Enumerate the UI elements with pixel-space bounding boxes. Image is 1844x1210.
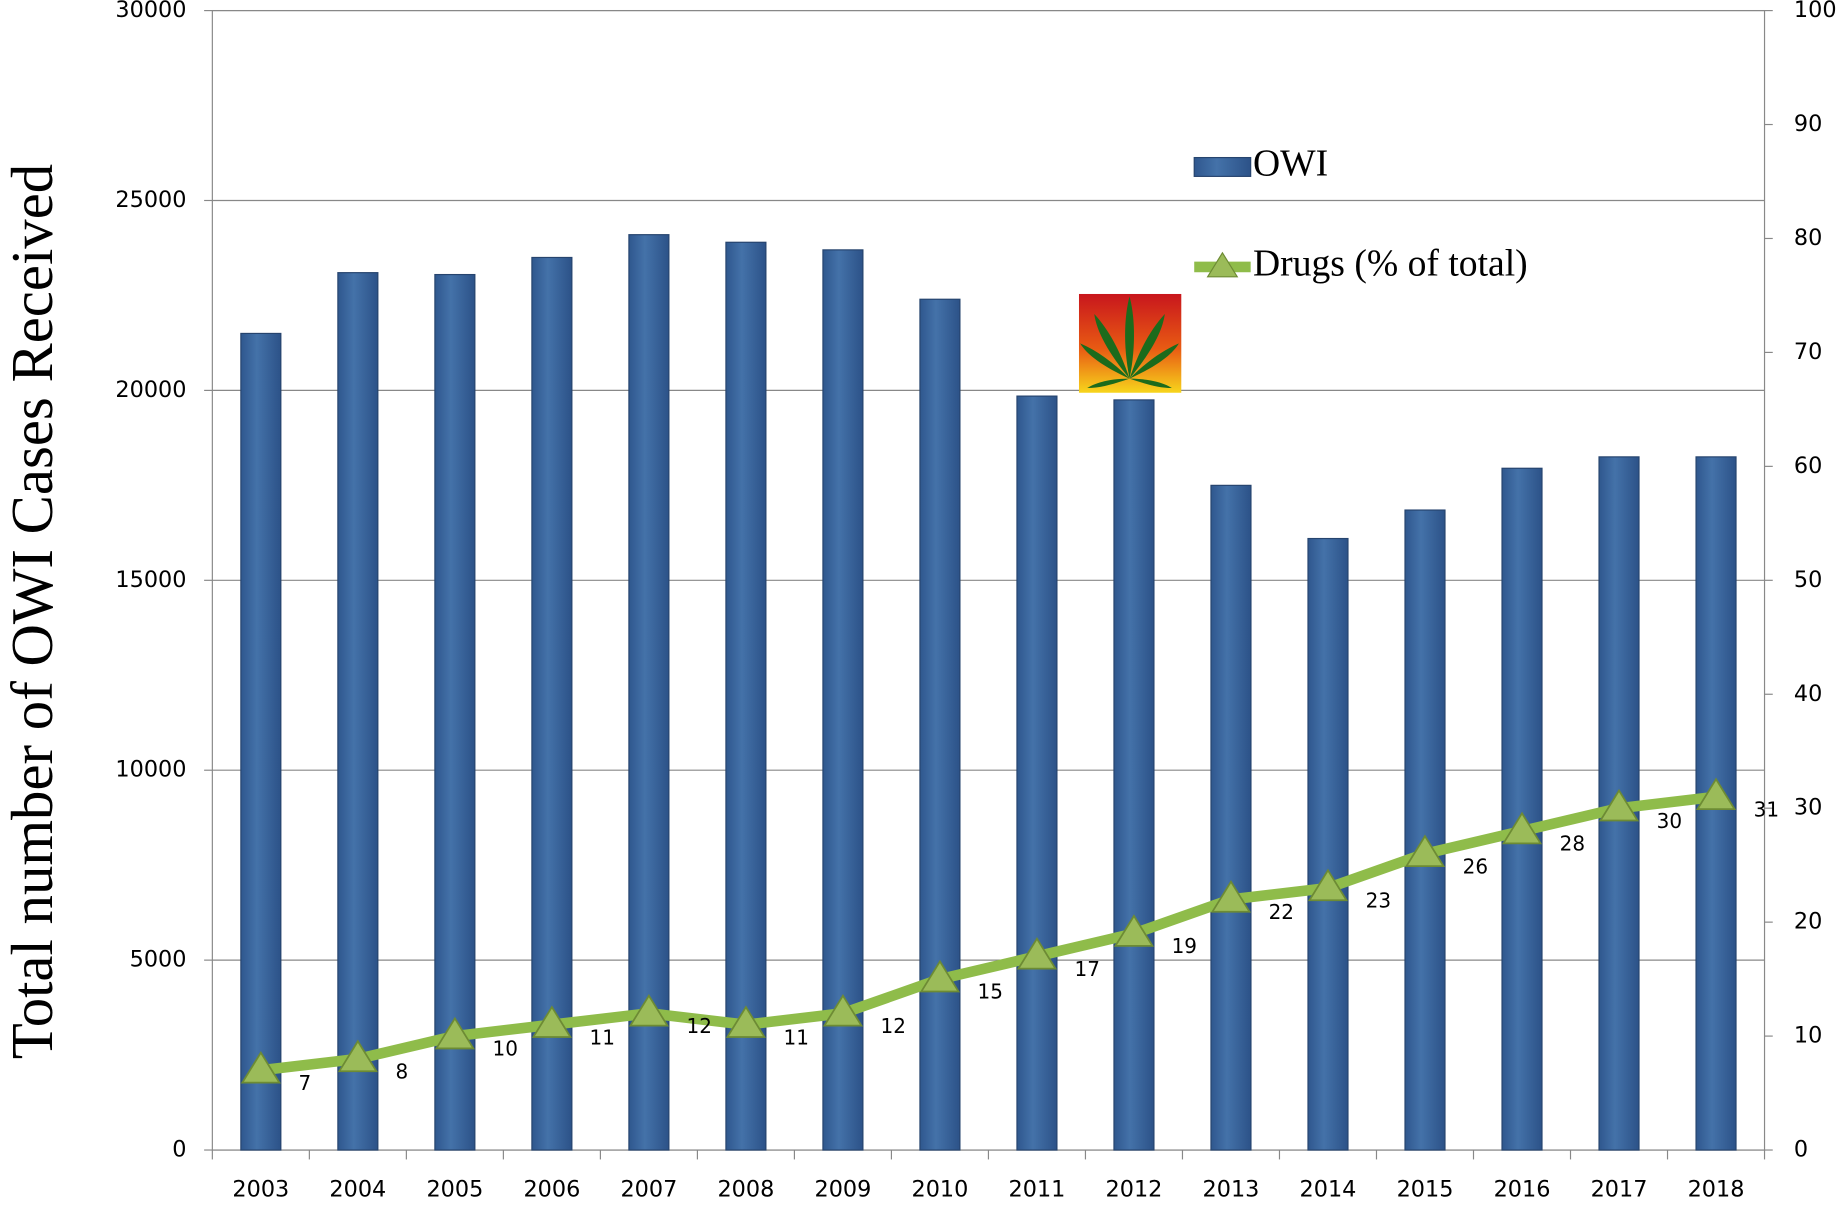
y-tick-label: 20000 (115, 377, 186, 403)
y2-tick-label: 40 (1794, 681, 1822, 707)
x-tick-label: 2015 (1397, 1177, 1454, 1203)
y-tick-label: 5000 (130, 947, 187, 973)
x-tick-label: 2017 (1591, 1177, 1648, 1203)
plot-frame (211, 9, 1766, 1151)
y-tick-label: 30000 (115, 0, 186, 23)
line (260, 791, 1717, 1076)
legend-marker (1206, 251, 1239, 278)
y2-tick-label: 70 (1794, 339, 1822, 365)
x-tick-label: 2006 (523, 1177, 580, 1203)
bar (725, 241, 767, 1151)
bar (919, 298, 961, 1151)
legend-label: Drugs (% of total) (1253, 243, 1528, 285)
x-tick-label: 2007 (620, 1177, 677, 1203)
y-tick-label: 25000 (115, 187, 186, 213)
data-label: 30 (1657, 809, 1682, 833)
data-label: 12 (687, 1014, 712, 1038)
bar (337, 272, 379, 1151)
y2-tick-label: 100 (1794, 0, 1837, 23)
x-tick-label: 2011 (1009, 1177, 1066, 1203)
legend-swatch (1193, 156, 1252, 177)
data-label: 28 (1560, 832, 1585, 856)
bar (1210, 484, 1252, 1151)
line-marker (1501, 811, 1543, 845)
y2-tick-label: 90 (1794, 111, 1822, 137)
data-label: 8 (395, 1059, 408, 1083)
line-marker (822, 993, 864, 1027)
bar (434, 273, 476, 1151)
x-tick-label: 2013 (1203, 1177, 1260, 1203)
marks: 7 8 10 11 12 11 12 15 17 19 22 23 26 28 30 31 (240, 234, 1779, 1151)
x-tick-label: 2012 (1106, 1177, 1163, 1203)
y2-tick-label: 20 (1794, 909, 1822, 935)
line-marker (434, 1016, 475, 1050)
line-marker (531, 1005, 572, 1038)
y-axis-label: Total number of OWI Cases Received (0, 164, 65, 1059)
y2-tick-label: 50 (1794, 567, 1822, 593)
legend: OWI Drugs (% of total) (1193, 143, 1528, 285)
line-marker (1598, 788, 1640, 822)
y-tick-label: 10000 (115, 757, 186, 783)
line-marker (919, 959, 961, 993)
data-label: 23 (1366, 889, 1391, 913)
data-label: 12 (881, 1014, 906, 1038)
y-tick-label: 15000 (115, 567, 186, 593)
bar (1113, 399, 1155, 1151)
line-marker (337, 1039, 378, 1073)
legend-label: OWI (1253, 143, 1328, 185)
line-marker (1113, 914, 1155, 947)
data-label: 17 (1075, 957, 1100, 981)
y-tick-label: 0 (172, 1137, 186, 1163)
x-tick-label: 2004 (329, 1177, 386, 1203)
x-tick-label: 2003 (232, 1177, 289, 1203)
x-tick-label: 2010 (912, 1177, 969, 1203)
x-tick-label: 2018 (1688, 1177, 1745, 1203)
line-marker (725, 1005, 767, 1038)
line-marker (1210, 880, 1252, 913)
data-label: 11 (590, 1025, 615, 1049)
line-marker (1404, 834, 1446, 868)
data-label: 10 (493, 1037, 518, 1061)
x-tick-label: 2005 (426, 1177, 483, 1203)
x-tick-label: 2014 (1300, 1177, 1357, 1203)
data-label: 19 (1172, 934, 1197, 958)
x-tick-label: 2016 (1494, 1177, 1551, 1203)
data-label: 7 (298, 1071, 311, 1095)
line-marker (1307, 868, 1349, 902)
decorative-image (1078, 293, 1182, 393)
data-label: 15 (978, 980, 1003, 1004)
bar (1016, 395, 1058, 1151)
bar (1307, 537, 1349, 1151)
bar (1404, 509, 1446, 1151)
line-marker (1695, 777, 1737, 811)
x-tick-label: 2008 (717, 1177, 774, 1203)
line-marker (240, 1050, 281, 1084)
y2-tick-label: 10 (1794, 1023, 1822, 1049)
y2-tick-label: 80 (1794, 225, 1822, 251)
line-marker (1016, 937, 1058, 970)
x-tick-label: 2009 (815, 1177, 872, 1203)
bar (531, 256, 573, 1151)
y2-tick-label: 0 (1794, 1137, 1808, 1163)
data-label: 11 (784, 1025, 809, 1049)
y2-tick-label: 30 (1794, 795, 1822, 821)
data-label: 26 (1463, 854, 1488, 878)
data-label: 22 (1269, 900, 1294, 924)
line-marker (628, 993, 669, 1027)
bar (240, 332, 282, 1151)
y2-tick-label: 60 (1794, 453, 1822, 479)
data-label: 31 (1754, 797, 1779, 821)
bar (1501, 467, 1543, 1151)
